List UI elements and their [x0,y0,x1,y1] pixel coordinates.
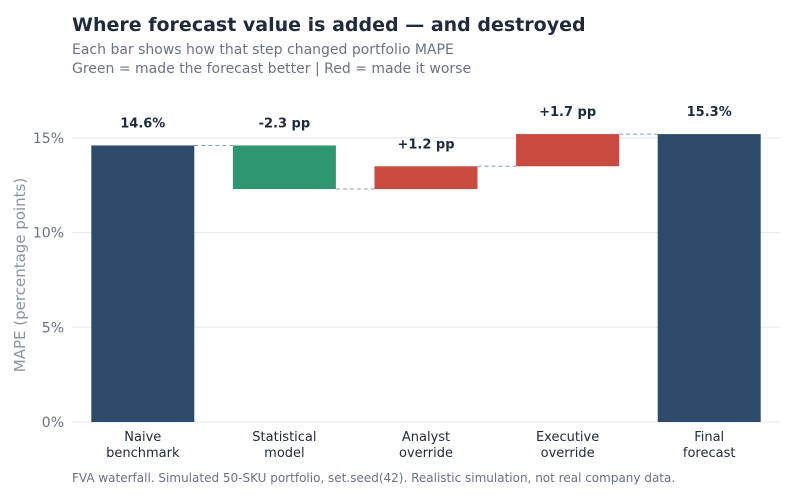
x-tick-label: Naive [124,430,161,445]
y-tick-label: 10% [33,226,64,242]
value-label: -2.3 pp [259,116,311,131]
waterfall-bar [374,166,478,190]
value-label: +1.2 pp [397,137,454,152]
chart-title: Where forecast value is added — and dest… [72,14,586,36]
y-tick-label: 0% [42,415,64,431]
x-tick-label: forecast [683,446,736,461]
x-tick-label: Executive [536,430,599,445]
y-axis-label: MAPE (percentage points) [11,178,29,372]
waterfall-bar [657,134,761,422]
x-tick-label: override [541,446,595,461]
x-tick-label: benchmark [106,446,180,461]
x-tick-label: Statistical [252,430,316,445]
y-tick-label: 5% [42,320,64,336]
value-label: 14.6% [120,116,165,131]
x-tick-label: override [399,446,453,461]
value-label: +1.7 pp [539,105,596,120]
chart-subtitle-line-2: Green = made the forecast better | Red =… [72,61,472,77]
x-tick-label: Final [694,430,724,445]
waterfall-bar [232,145,336,190]
waterfall-bar [516,134,620,167]
chart-subtitle-line-1: Each bar shows how that step changed por… [72,42,454,58]
y-tick-label: 15% [33,131,64,147]
waterfall-bar [91,145,195,423]
x-tick-label: model [264,446,304,461]
value-label: 15.3% [687,105,732,120]
x-tick-label: Analyst [402,430,450,445]
chart-caption: FVA waterfall. Simulated 50-SKU portfoli… [72,471,676,485]
